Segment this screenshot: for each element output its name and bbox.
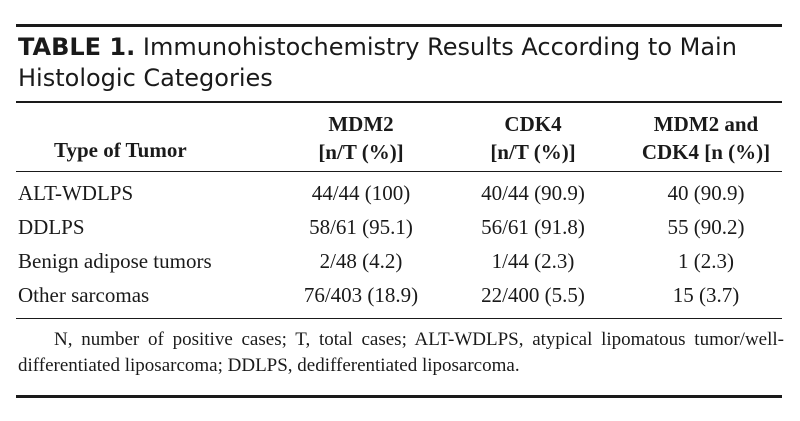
row-other-sarcomas-both: 15 (3.7)	[672, 283, 740, 307]
row-ddlps-cdk4: 56/61 (91.8)	[481, 215, 585, 239]
header-both-line2: CDK4 [n (%)]	[641, 140, 771, 164]
header-type-of-tumor: Type of Tumor	[54, 138, 187, 162]
table-caption-text: Immunohistochemistry Results According t…	[18, 33, 737, 92]
header-mdm2-line1: MDM2	[328, 112, 394, 136]
row-benign-mdm2: 2/48 (4.2)	[319, 249, 403, 273]
row-other-sarcomas-type: Other sarcomas	[18, 283, 150, 307]
footer-rule	[16, 318, 782, 320]
row-benign-type: Benign adipose tumors	[18, 249, 212, 273]
header-mdm2-line2: [n/T (%)]	[318, 140, 404, 164]
row-alt-wdlps-mdm2: 44/44 (100)	[311, 181, 411, 205]
header-both-line1: MDM2 and	[653, 112, 759, 136]
row-ddlps-both: 55 (90.2)	[667, 215, 745, 239]
row-alt-wdlps-cdk4: 40/44 (90.9)	[481, 181, 585, 205]
row-other-sarcomas-mdm2: 76/403 (18.9)	[303, 283, 419, 307]
table-top-rule	[16, 24, 782, 27]
row-alt-wdlps-both: 40 (90.9)	[667, 181, 745, 205]
row-ddlps-mdm2: 58/61 (95.1)	[309, 215, 413, 239]
table-bottom-rule	[16, 395, 782, 398]
row-ddlps-type: DDLPS	[18, 215, 85, 239]
table-caption: TABLE 1. Immunohistochemistry Results Ac…	[18, 32, 788, 94]
header-cdk4-line2: [n/T (%)]	[490, 140, 576, 164]
header-rule	[16, 171, 782, 173]
table-caption-label: TABLE 1.	[18, 33, 136, 61]
row-alt-wdlps-type: ALT-WDLPS	[18, 181, 134, 205]
caption-rule	[16, 101, 782, 103]
header-cdk4-line1: CDK4	[504, 112, 562, 136]
row-benign-both: 1 (2.3)	[678, 249, 734, 273]
table-footnote: N, number of positive cases; T, total ca…	[18, 329, 784, 376]
row-benign-cdk4: 1/44 (2.3)	[491, 249, 575, 273]
row-other-sarcomas-cdk4: 22/400 (5.5)	[481, 283, 585, 307]
